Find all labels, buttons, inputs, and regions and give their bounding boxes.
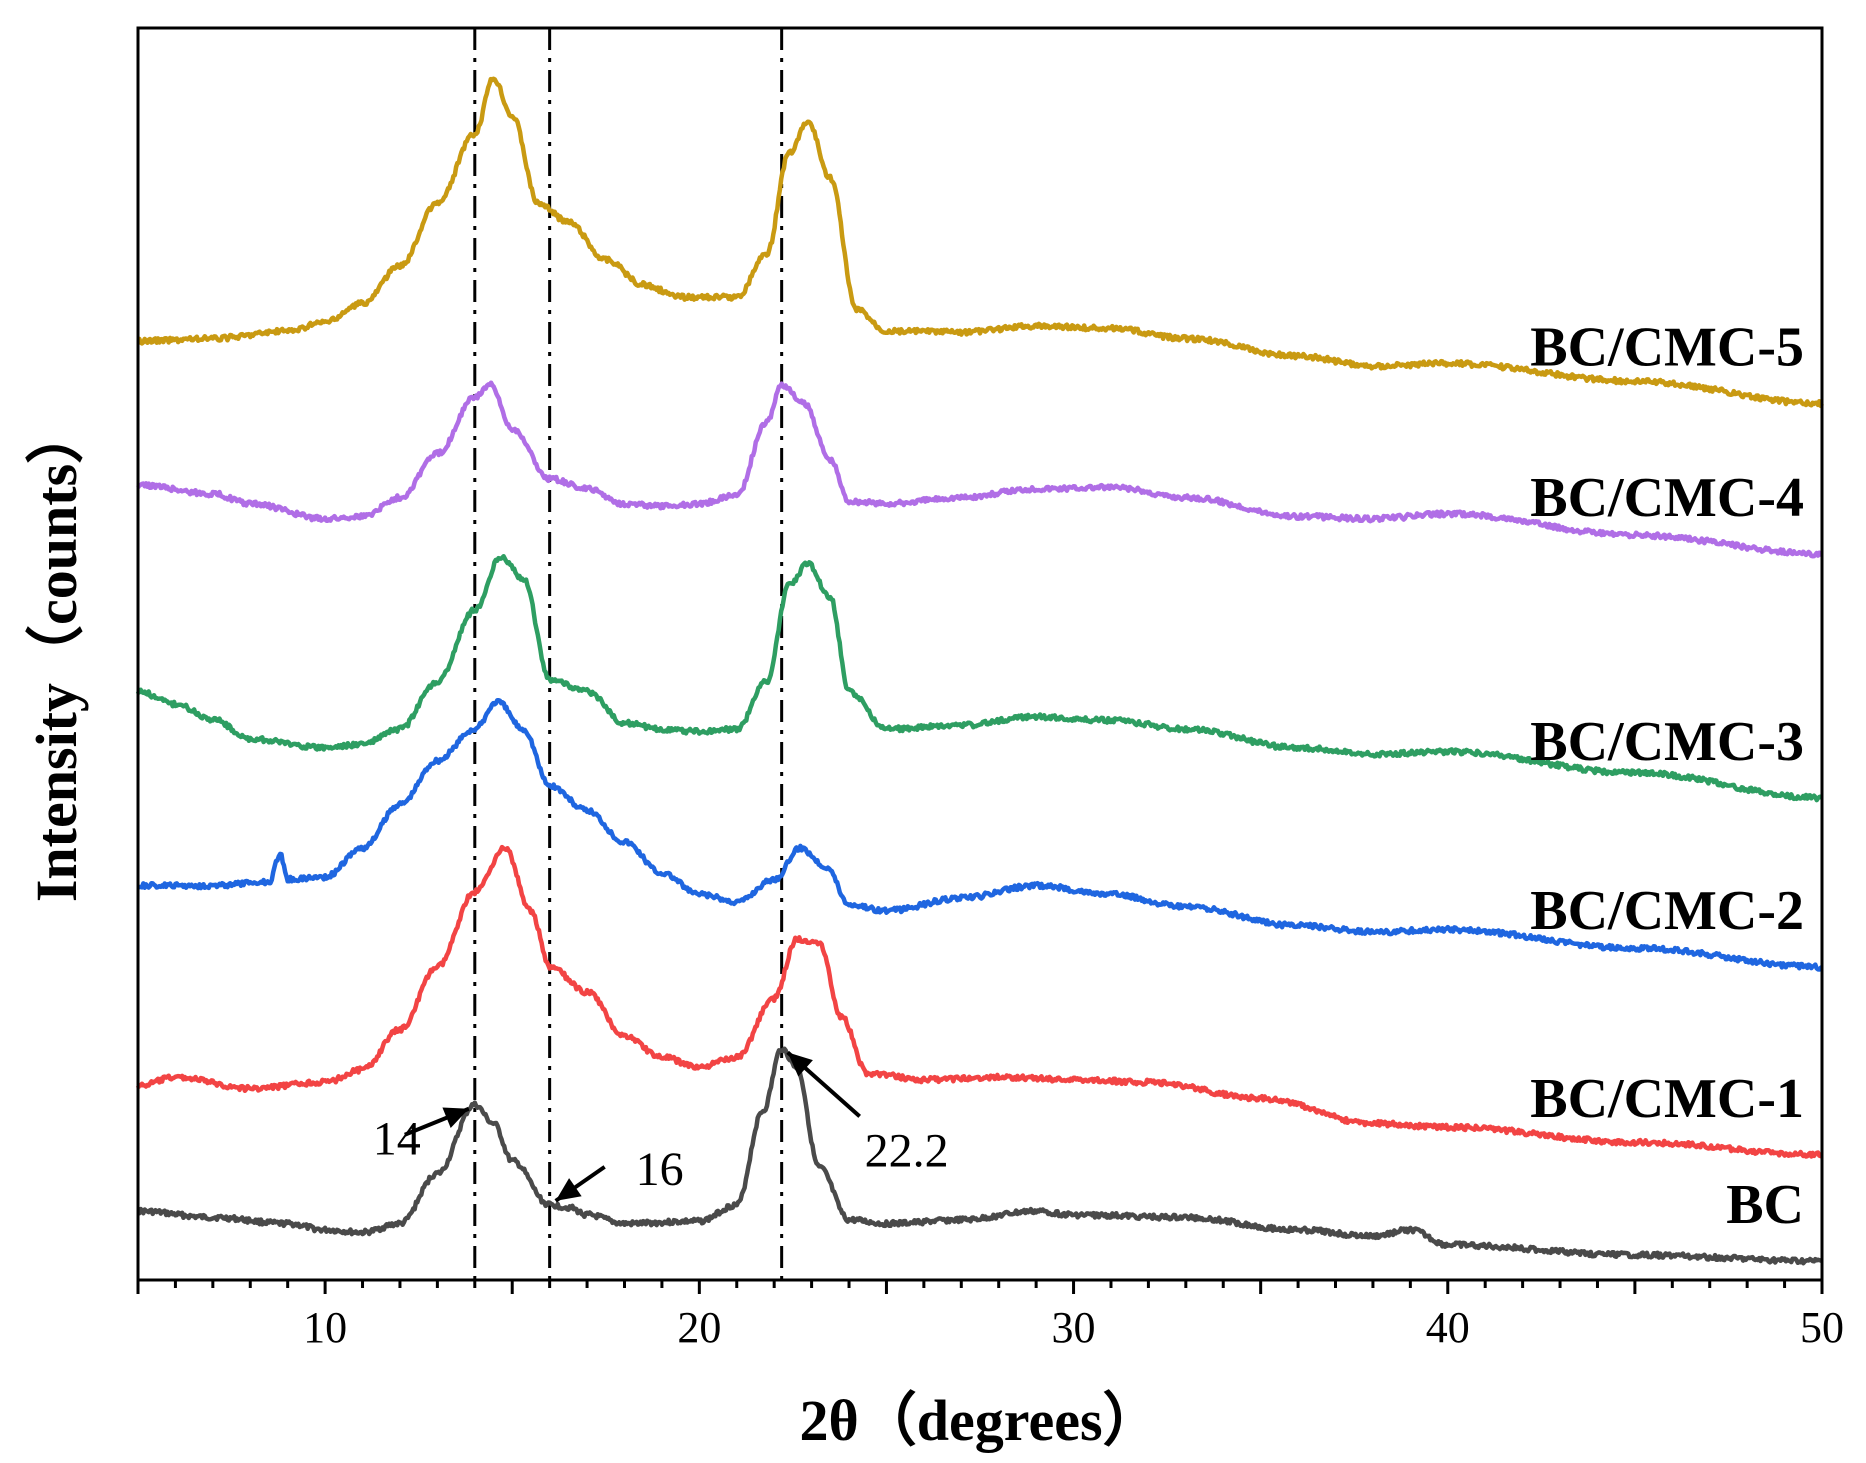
series-line-bc-cmc-5	[137, 76, 1824, 409]
series-label-bc-cmc-4: BC/CMC-4	[1530, 467, 1804, 529]
series-line-bc	[137, 1046, 1824, 1266]
series-label-bc-cmc-3: BC/CMC-3	[1530, 711, 1804, 773]
annotation-label-2: 16	[636, 1143, 684, 1196]
series-labels: BC BC/CMC-1 BC/CMC-2 BC/CMC-3 BC/CMC-4 BC/CMC…	[1530, 317, 1804, 1237]
series-line-bc-cmc-3	[135, 553, 1824, 803]
annotation-label-3: 22.2	[865, 1124, 949, 1177]
series-label-bc-cmc-5: BC/CMC-5	[1530, 317, 1804, 379]
x-axis: 10 20 30 40 50	[136, 1280, 1844, 1352]
x-tick-label: 10	[303, 1303, 347, 1352]
series-line-bc-cmc-4	[136, 380, 1824, 559]
series-label-bc: BC	[1726, 1174, 1804, 1236]
reference-lines	[473, 28, 784, 1280]
x-axis-title: 2θ（degrees）	[799, 1388, 1160, 1453]
series-line-bc-cmc-1	[135, 844, 1824, 1159]
x-tick-label: 40	[1426, 1303, 1470, 1352]
series-label-bc-cmc-2: BC/CMC-2	[1530, 880, 1804, 942]
series-line-bc-cmc-2	[136, 697, 1824, 972]
series-lines	[135, 76, 1824, 1266]
annotation-arrow-2-head	[555, 1178, 582, 1201]
x-tick-label: 20	[677, 1303, 721, 1352]
x-tick-label: 50	[1800, 1303, 1844, 1352]
x-tick-label: 30	[1052, 1303, 1096, 1352]
series-label-bc-cmc-1: BC/CMC-1	[1530, 1068, 1804, 1130]
y-axis-title: Intensity（counts）	[24, 406, 89, 902]
annotation-arrow-3-head	[787, 1052, 813, 1077]
plot-area-frame	[136, 26, 1824, 1282]
annotation-label-1: 14	[373, 1113, 421, 1166]
annotation-arrow-1-head	[442, 1107, 469, 1128]
peak-annotations: 14 16 22.2	[373, 1050, 949, 1203]
